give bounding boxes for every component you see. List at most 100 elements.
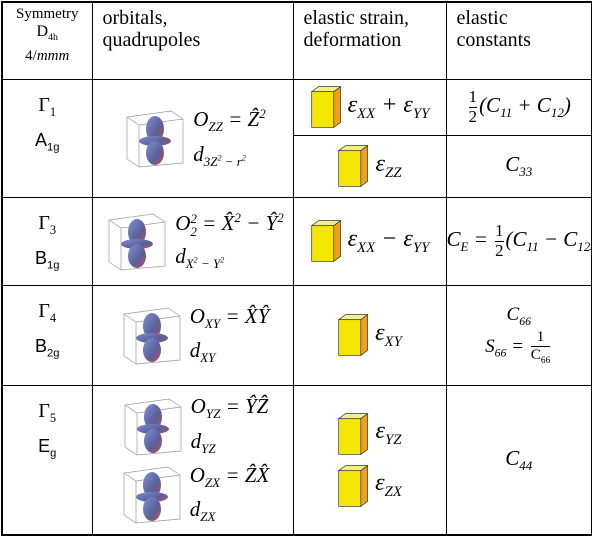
subscript: 3 xyxy=(49,222,57,237)
math-text: − r xyxy=(221,153,242,169)
math-text: d xyxy=(175,244,186,268)
formula: εXX − εYY xyxy=(348,226,430,257)
formula: εZX xyxy=(375,470,402,501)
table-row: Γ4 B2g OXY = X̂Ŷ dXY εXY C66 S66 = 1 C66 xyxy=(1,284,592,386)
strain-list: εXY xyxy=(294,312,446,358)
math-text: = xyxy=(468,226,494,251)
math-text: ε xyxy=(375,470,385,497)
header-cell: elastic strain, deformation xyxy=(292,1,447,80)
deformation-box xyxy=(337,411,371,457)
math-text: = ẐX̂ xyxy=(220,462,270,487)
numerator: 1 xyxy=(468,87,478,108)
subscript: 4h xyxy=(48,32,58,44)
math-text: ε xyxy=(375,418,385,445)
math-text: 1 xyxy=(536,327,545,345)
header-text: constants xyxy=(456,29,531,51)
strain-list: εYZ εZX xyxy=(294,411,446,509)
orbital-formulas: OZZ = Ẑ2 d3Z2 − r2 xyxy=(193,106,266,169)
math-text: = X̂Ŷ xyxy=(220,303,270,328)
subscript: ZZ xyxy=(208,119,223,135)
subscript: 33 xyxy=(519,164,533,180)
math-text: X xyxy=(185,256,194,272)
superscript: 2 xyxy=(220,255,225,265)
math-text: = ŶẐ xyxy=(220,394,269,419)
subscript: YZ xyxy=(205,406,221,422)
subscript: 12 xyxy=(577,239,591,254)
math-text: Γ xyxy=(38,399,50,422)
formula: d3Z2 − r2 xyxy=(193,142,246,170)
subscript: YY xyxy=(412,105,430,122)
math-text: + ε xyxy=(375,91,413,118)
orbital-entry: OZZ = Ẑ2 d3Z2 − r2 xyxy=(93,106,293,169)
subscript: YZ xyxy=(384,432,402,449)
point-group: D4h xyxy=(3,23,92,47)
math-text: d xyxy=(190,428,202,453)
subscript: XY xyxy=(384,333,402,350)
subscript: 5 xyxy=(49,410,57,425)
subscript: 2 xyxy=(190,223,197,239)
superscript: 2 xyxy=(241,153,246,163)
math-text: Γ xyxy=(38,299,50,322)
formula: εZZ xyxy=(375,151,401,182)
strain-list: εXX − εYY xyxy=(294,218,446,264)
math-text: ε xyxy=(347,225,358,252)
formula: εXY xyxy=(375,320,402,351)
orbital-cell: OXY = X̂Ŷ dXY xyxy=(91,284,294,386)
subscript: X2 − Y2 xyxy=(186,256,225,271)
math-text: E xyxy=(38,435,51,456)
numerator: 1 xyxy=(530,327,551,347)
math-text: ε xyxy=(375,319,385,346)
subscript: 12 xyxy=(550,105,564,120)
orbital-list: OYZ = ŶẐ dYZ OZX = ẐX̂ dZX xyxy=(93,394,293,525)
formula: C44 xyxy=(447,446,592,474)
math-text: = xyxy=(506,335,529,357)
superscript: 2 xyxy=(193,255,198,265)
math-text: C xyxy=(506,304,520,326)
subscript: 66 xyxy=(540,355,551,366)
header-cell: Symmetry D4h 4/mmm xyxy=(1,1,93,80)
subscript: 66 xyxy=(494,346,507,360)
orbital-picture xyxy=(116,304,186,366)
formula: dYZ xyxy=(191,429,216,457)
formula: dXY xyxy=(190,338,216,366)
subscript: XY xyxy=(204,316,221,331)
formula: εYZ xyxy=(375,418,401,449)
orbital-entry: OYZ = ŶẐ dYZ xyxy=(93,394,293,456)
math-text: 2 xyxy=(495,240,504,260)
math-text: O xyxy=(190,394,206,419)
math-text: A xyxy=(35,129,48,150)
denominator: 2 xyxy=(495,240,504,260)
superscript: 2 xyxy=(190,210,197,226)
header-row: Symmetry D4h 4/mmm orbitals, quadrupoles elas… xyxy=(1,1,592,80)
strain-entry: εXX − εYY xyxy=(310,218,430,264)
subscript: ZX xyxy=(384,484,402,501)
strain-cell: εXY xyxy=(292,284,447,386)
table-row: εZZ C33 xyxy=(2,134,592,198)
math-text: 1 xyxy=(495,221,504,241)
strain-entry: εYZ xyxy=(337,411,402,457)
subscript: 2g xyxy=(47,347,60,360)
math-text: d xyxy=(189,338,201,362)
table-row: Γ3 B1g O 2 2 = X̂2 − Ŷ2 dX2 − Y2 εXX − εYY CE =… xyxy=(1,196,592,286)
math-text: − Y xyxy=(197,256,221,272)
constants-cell: CE = 12(C11 − C12) xyxy=(445,196,592,286)
subscript: ZX xyxy=(204,474,221,490)
formula: CE = 12(C11 − C12) xyxy=(447,221,592,260)
strain-entry: εXY xyxy=(337,312,402,358)
strain-entry: εZZ xyxy=(337,143,402,189)
orbital-entry: OZX = ẐX̂ dZX xyxy=(93,463,293,525)
math-text: C xyxy=(505,445,520,470)
strain-list: εXX + εYY xyxy=(294,84,446,130)
subscript: ZZ xyxy=(384,164,402,181)
strain-entry: εZX xyxy=(337,463,402,509)
math-text: ε xyxy=(347,91,358,118)
orbital-formulas: OYZ = ŶẐ dYZ xyxy=(191,394,269,456)
symmetry-cell: Γ5 Eg xyxy=(1,384,93,536)
subscript: E xyxy=(460,239,469,254)
